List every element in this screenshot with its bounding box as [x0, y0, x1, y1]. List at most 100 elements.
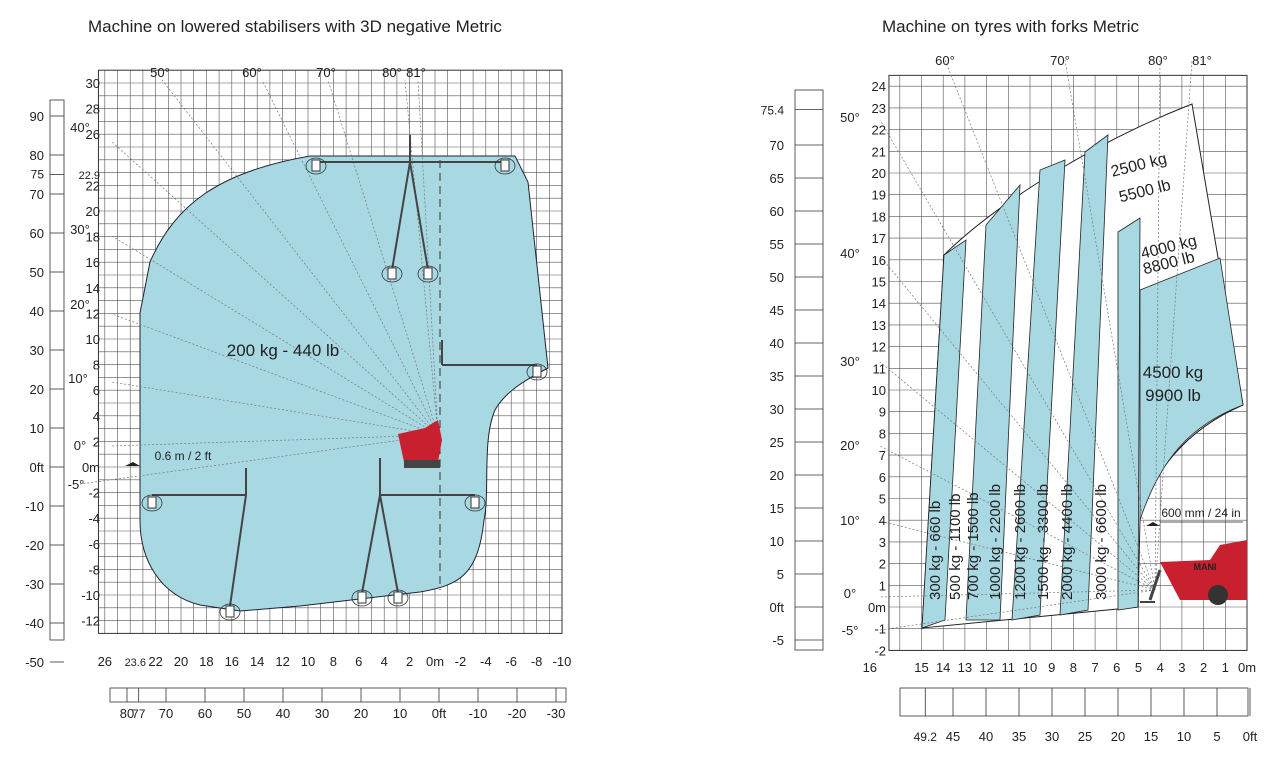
left-y-tick-ft: 40: [30, 304, 44, 319]
right-fork-arm: [1148, 569, 1162, 601]
right-angle-label: 30°: [840, 354, 860, 369]
left-fork-icon-ring: [381, 265, 403, 283]
right-y-tick-ft: 15: [770, 501, 784, 516]
left-fork-icon-ring: [494, 157, 516, 175]
left-x-tick-m: -8: [531, 654, 543, 669]
left-fork-icon: [357, 591, 367, 604]
left-x-tick-ft: 60: [198, 706, 212, 721]
right-angle-ray: [879, 119, 1156, 591]
right-angle-ray: [1154, 59, 1193, 591]
right-angle-label: 50°: [840, 110, 860, 125]
left-x-tick-ft: 20: [354, 706, 368, 721]
right-x-tick-ft: 0ft: [1243, 729, 1258, 744]
right-x-tick-ft: 5: [1213, 729, 1220, 744]
right-x-tick-ft: 35: [1012, 729, 1026, 744]
right-y-tick-ft: 70: [770, 138, 784, 153]
left-boom-line: [361, 494, 381, 594]
right-angle-ray: [1154, 59, 1161, 591]
left-x-tick-m: 8: [330, 654, 337, 669]
left-x-tick-m: -6: [505, 654, 517, 669]
right-x-tick-m: 2: [1200, 660, 1207, 675]
right-zone-label: 1000 kg - 2200 lb: [987, 484, 1004, 600]
left-fork-icon-ring: [219, 603, 241, 621]
left-y-ft-box: [49, 99, 65, 641]
right-y-tick-m: 12: [872, 340, 886, 355]
left-x-tick-m: 14: [250, 654, 264, 669]
left-chart-title: Machine on lowered stabilisers with 3D n…: [88, 17, 502, 36]
right-offset-arrow: [1146, 522, 1160, 526]
right-zone-label-lb: 9900 lb: [1145, 386, 1201, 405]
left-y-tick-m: 26: [86, 127, 100, 142]
left-fork-icon-ring: [464, 494, 486, 512]
left-y-tick-m: 6: [93, 383, 100, 398]
left-angle-label: -5°: [68, 477, 85, 492]
right-x-tick-m: 16: [863, 660, 877, 675]
right-y-tick-m: 10: [872, 383, 886, 398]
right-angle-label: 60°: [935, 53, 955, 68]
left-fork-icon-ring: [141, 494, 163, 512]
left-y-tick-m: 18: [86, 230, 100, 245]
right-y-tick-m: 19: [872, 188, 886, 203]
left-y-tick-ft: 30: [30, 343, 44, 358]
right-y-tick-m: 17: [872, 231, 886, 246]
left-y-tick-ft: -20: [25, 538, 44, 553]
left-angle-label: 81°: [406, 65, 426, 80]
right-y-tick-m: 0m: [868, 600, 886, 615]
left-x-tick-m: -2: [455, 654, 467, 669]
right-y-tick-m: 14: [872, 296, 886, 311]
left-angle-label: 0°: [74, 438, 86, 453]
left-y-tick-ft: -30: [25, 577, 44, 592]
left-offset-annotation: 0.6 m / 2 ft: [155, 449, 212, 463]
right-zone-stripe: [1011, 159, 1066, 621]
right-x-tick-m: 9: [1048, 660, 1055, 675]
right-x-tick-ft: 10: [1177, 729, 1191, 744]
left-y-tick-m: 0m: [82, 460, 100, 475]
left-angle-ray: [327, 79, 439, 436]
left-x-tick-ft: 40: [276, 706, 290, 721]
right-y-tick-m: 20: [872, 166, 886, 181]
right-y-tick-m: 21: [872, 144, 886, 159]
left-x-tick-ft: -30: [547, 706, 566, 721]
right-x-tick-ft: 45: [946, 729, 960, 744]
right-y-tick-ft: 40: [770, 336, 784, 351]
left-y-tick-m: -12: [81, 614, 100, 629]
right-y-tick-m: 7: [879, 448, 886, 463]
right-y-tick-ft: 65: [770, 171, 784, 186]
left-fork-icon: [393, 591, 403, 604]
right-zone-stripe: [1059, 134, 1109, 616]
left-fork-icon: [423, 267, 433, 280]
right-angle-label: 40°: [840, 246, 860, 261]
left-y-tick-ft: -50: [25, 655, 44, 670]
left-fork-icon: [147, 496, 157, 509]
right-y-tick-ft: 10: [770, 534, 784, 549]
right-x-tick-m: 15: [914, 660, 928, 675]
left-x-tick-ft: 30: [315, 706, 329, 721]
right-x-tick-m: 11: [1002, 660, 1016, 675]
left-y-tick-m: -4: [88, 511, 100, 526]
left-zone-label: 200 kg - 440 lb: [227, 341, 339, 360]
left-y-special-m: 22.9: [79, 170, 100, 182]
left-y-tick-m: 28: [86, 102, 100, 117]
right-y-tick-m: 6: [879, 470, 886, 485]
left-angle-label: 30°: [70, 222, 90, 237]
left-fork-icon: [532, 365, 542, 378]
right-x-tick-ft: 15: [1144, 729, 1158, 744]
right-x-tick-ft: 25: [1078, 729, 1092, 744]
right-zone-label: 700 kg - 1500 lb: [965, 492, 982, 600]
left-x-tick-ft: 80: [120, 706, 134, 721]
right-y-tick-ft: 20: [770, 468, 784, 483]
left-boom-line: [409, 161, 429, 271]
right-x-tick-ft: 30: [1045, 729, 1059, 744]
left-y-tick-ft: 50: [30, 265, 44, 280]
right-y-tick-m: 18: [872, 209, 886, 224]
left-fork-icon: [225, 605, 235, 618]
right-y-tick-ft: 5: [777, 567, 784, 582]
right-x-tick-m: 12: [979, 660, 993, 675]
left-y-tick-ft: 20: [30, 382, 44, 397]
left-y-tick-m: 16: [86, 255, 100, 270]
left-x-tick-m: 2: [406, 654, 413, 669]
left-y-tick-m: 4: [93, 409, 100, 424]
right-y-tick-ft: 30: [770, 402, 784, 417]
right-y-tick-m: 15: [872, 275, 886, 290]
